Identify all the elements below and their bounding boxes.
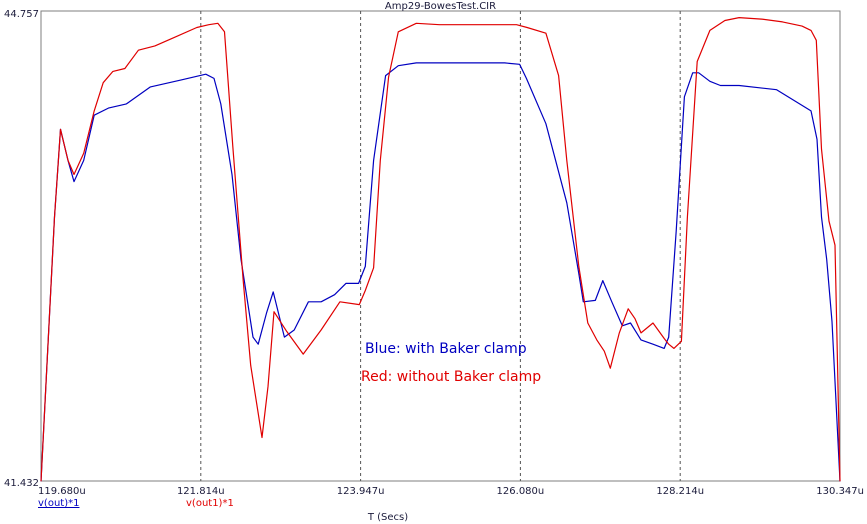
x-tick-label: 123.947u — [337, 486, 385, 497]
x-tick-label: 130.347u — [816, 486, 864, 497]
grid-lines — [200, 11, 681, 481]
series-line-blue — [40, 62, 841, 482]
x-axis-label: T (Secs) — [367, 512, 408, 523]
x-tick-label: 126.080u — [497, 486, 545, 497]
series-layer — [40, 17, 841, 482]
y-tick-label-top: 44.757 — [4, 9, 39, 20]
x-tick-label: 128.214u — [656, 486, 704, 497]
x-tick-labels: 119.680u 121.814u 123.947u 126.080u 128.214u… — [38, 486, 864, 497]
legend-item-1: v(out1)*1 — [186, 498, 234, 509]
y-tick-label-bottom: 41.432 — [4, 478, 39, 489]
series-line-red — [40, 17, 841, 482]
annotation-blue: Blue: with Baker clamp — [365, 341, 527, 357]
chart-title: Amp29-BowesTest.CIR — [385, 1, 496, 12]
legend-item-0: v(out)*1 — [38, 498, 79, 509]
plot-frame — [40, 10, 841, 482]
x-tick-label: 121.814u — [177, 486, 225, 497]
annotation-red: Red: without Baker clamp — [361, 369, 541, 385]
x-tick-label: 119.680u — [38, 486, 86, 497]
